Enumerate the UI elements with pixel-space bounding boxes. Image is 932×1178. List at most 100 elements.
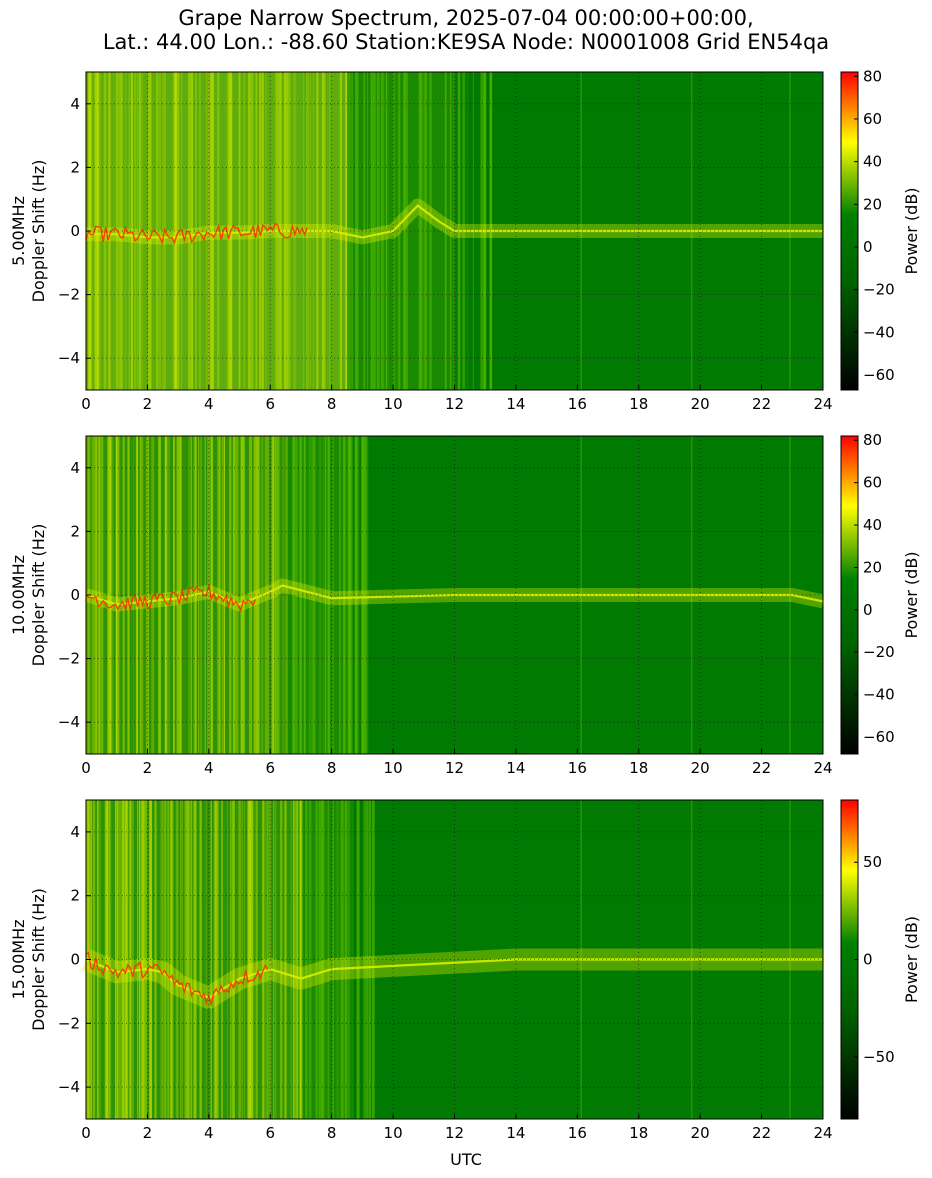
vertical-streak — [164, 436, 167, 754]
vertical-streak — [192, 800, 195, 1119]
vertical-streak — [94, 436, 97, 754]
vertical-streak — [200, 800, 202, 1119]
vertical-streak — [243, 800, 246, 1119]
vertical-streak — [214, 800, 217, 1119]
vertical-streak — [238, 800, 241, 1119]
x-tick-label: 16 — [568, 1124, 587, 1142]
vertical-streak — [339, 72, 343, 390]
x-tick-label: 4 — [204, 1124, 214, 1142]
vertical-streak — [232, 436, 236, 754]
x-tick-label: 2 — [143, 1124, 153, 1142]
vertical-streak — [355, 72, 359, 390]
vertical-streak — [299, 800, 303, 1119]
vertical-streak — [213, 72, 214, 390]
vertical-streak — [96, 72, 99, 390]
vertical-streak — [266, 436, 270, 754]
colorbar-tick-label: 80 — [863, 67, 882, 85]
vertical-streak — [115, 800, 117, 1119]
vertical-streak — [96, 72, 98, 390]
vertical-streak — [125, 72, 127, 390]
vertical-streak — [304, 436, 306, 754]
vertical-streak — [347, 436, 350, 754]
vertical-streak — [299, 800, 303, 1119]
vertical-streak — [166, 800, 170, 1119]
bright-noise-region — [86, 436, 286, 754]
vertical-streak — [278, 436, 280, 754]
vertical-streak — [332, 800, 334, 1119]
x-tick-label: 12 — [445, 1124, 464, 1142]
vertical-streak — [120, 72, 123, 390]
vertical-streak — [297, 436, 299, 754]
vertical-streak — [268, 800, 272, 1119]
colorbar-tick-label: 20 — [863, 195, 882, 213]
strong-signal-core — [85, 951, 269, 1007]
colorbar-tick-label: −20 — [863, 281, 895, 299]
vertical-streak — [128, 72, 131, 390]
x-axis-label-utc: UTC — [450, 1150, 482, 1169]
colorbar-tick-label: 60 — [863, 110, 882, 128]
x-tick-label: 14 — [506, 395, 525, 413]
x-tick-label: 8 — [327, 759, 337, 777]
vertical-streak — [180, 800, 182, 1119]
x-tick-label: 18 — [629, 1124, 648, 1142]
vertical-streak — [98, 436, 100, 754]
vertical-streak — [356, 800, 359, 1119]
vertical-streak — [128, 72, 131, 390]
vertical-streak — [100, 436, 102, 754]
vertical-streak — [136, 72, 139, 390]
vertical-streak — [186, 800, 188, 1119]
vertical-streak — [247, 72, 251, 390]
y-tick-label: 2 — [70, 158, 80, 176]
y-tick-label: −4 — [58, 713, 80, 731]
x-tick-label: 22 — [752, 759, 771, 777]
vertical-streak — [118, 800, 121, 1119]
vertical-streak — [170, 800, 173, 1119]
vertical-streak — [122, 436, 125, 754]
y-tick-label: 4 — [70, 823, 80, 841]
vertical-streak — [137, 800, 139, 1119]
x-tick-label: 12 — [445, 759, 464, 777]
vertical-streak — [139, 800, 141, 1119]
vertical-streak — [255, 800, 258, 1119]
vertical-streak — [318, 800, 321, 1119]
x-tick-label: 20 — [691, 1124, 710, 1142]
vertical-streak — [280, 800, 283, 1119]
vertical-streak — [151, 436, 152, 754]
x-tick-label: 22 — [752, 1124, 771, 1142]
vertical-streak — [428, 72, 431, 390]
vertical-streak — [264, 436, 268, 754]
colorbar-tick-label: −50 — [863, 1048, 895, 1066]
vertical-streak — [272, 436, 276, 754]
vertical-streak — [99, 72, 101, 390]
vertical-streak — [162, 72, 164, 390]
vertical-streak — [381, 72, 385, 390]
vertical-streak — [386, 72, 389, 390]
doppler-trace — [85, 958, 823, 1000]
vertical-streak — [207, 72, 209, 390]
strong-signal-core — [85, 584, 257, 613]
vertical-streak — [199, 72, 201, 390]
vertical-streak — [91, 72, 93, 390]
vertical-streak — [232, 800, 235, 1119]
vertical-streak — [117, 436, 121, 754]
x-tick-label: 2 — [143, 759, 153, 777]
vertical-streak — [339, 436, 341, 754]
x-tick-label: 4 — [204, 395, 214, 413]
vertical-streak — [150, 800, 152, 1119]
vertical-streak — [398, 72, 401, 390]
vertical-streak — [346, 800, 349, 1119]
x-tick-label: 0 — [81, 1124, 91, 1142]
vertical-streak — [295, 436, 298, 754]
vertical-streak — [133, 436, 134, 754]
vertical-streak — [108, 800, 111, 1119]
vertical-streak — [255, 436, 258, 754]
colorbar-tick-label: −40 — [863, 686, 895, 704]
vertical-streak — [295, 800, 298, 1119]
vertical-streak — [195, 72, 197, 390]
y-tick-label: 0 — [70, 222, 80, 240]
colorbar-tick-label: −60 — [863, 728, 895, 746]
vertical-streak — [108, 436, 110, 754]
vertical-streak — [358, 800, 360, 1119]
